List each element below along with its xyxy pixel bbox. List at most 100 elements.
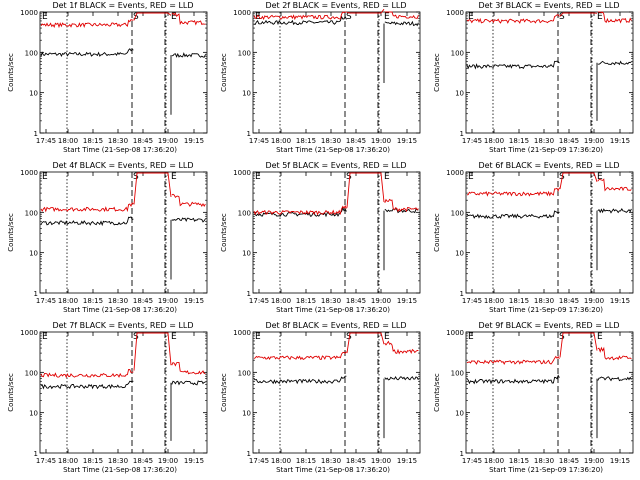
x-tick-label: 18:00 <box>271 457 291 465</box>
y-tick-label: 1 <box>247 450 251 458</box>
y-tick-label: 10 <box>29 410 38 418</box>
series-line <box>171 12 206 26</box>
edge-marker-label: E <box>42 172 48 182</box>
series-spike <box>133 12 172 21</box>
plot-frame <box>39 11 208 134</box>
x-tick-label: 18:45 <box>133 457 153 465</box>
series-spike <box>346 8 385 14</box>
y-tick-label: 1 <box>460 130 464 138</box>
y-tick-label: 1 <box>460 450 464 458</box>
x-tick-label: 18:30 <box>108 297 128 305</box>
x-tick-label: 18:00 <box>484 137 504 145</box>
series-spike <box>133 172 172 205</box>
end-marker-label: E <box>384 172 390 182</box>
y-tick-label: 100 <box>451 369 464 377</box>
y-tick-label: 1000 <box>233 9 251 17</box>
x-tick-label: 17:45 <box>249 297 269 305</box>
start-marker-label: S <box>559 332 565 342</box>
x-tick-label: 18:00 <box>58 137 78 145</box>
y-axis-label: Counts/sec <box>7 373 15 412</box>
chart-panel: Det 5f BLACK = Events, RED = LLD 1 10 100 10… <box>220 161 421 314</box>
chart-panel: Det 4f BLACK = Events, RED = LLD 1 10 100 10… <box>7 161 208 314</box>
x-tick-label: 19:00 <box>584 457 604 465</box>
series-line <box>466 187 560 197</box>
x-tick-label: 18:15 <box>83 137 103 145</box>
x-tick-label: 19:15 <box>610 137 630 145</box>
y-tick-label: 1 <box>247 290 251 298</box>
x-axis-label: Start Time (21-Sep-08 17:36:20) <box>63 306 177 314</box>
y-tick-label: 100 <box>238 49 251 57</box>
chart-title: Det 3f BLACK = Events, RED = LLD <box>478 1 619 10</box>
x-tick-label: 19:00 <box>371 297 391 305</box>
x-tick-label: 19:15 <box>397 457 417 465</box>
x-tick-label: 18:45 <box>559 137 579 145</box>
x-tick-label: 17:45 <box>36 297 56 305</box>
x-tick-label: 18:15 <box>509 297 529 305</box>
chart-title: Det 1f BLACK = Events, RED = LLD <box>52 1 193 10</box>
x-tick-label: 19:15 <box>610 297 630 305</box>
y-tick-label: 10 <box>242 90 251 98</box>
series-spike <box>346 332 385 354</box>
plot-frame <box>252 331 421 454</box>
y-axis-label: Counts/sec <box>7 53 15 92</box>
y-tick-label: 100 <box>238 209 251 217</box>
series-line <box>171 217 206 223</box>
x-tick-label: 19:00 <box>371 457 391 465</box>
x-tick-label: 19:15 <box>610 457 630 465</box>
x-tick-label: 17:45 <box>462 137 482 145</box>
x-axis-label: Start Time (21-Sep-09 17:36:20) <box>489 466 603 474</box>
x-tick-label: 18:00 <box>484 297 504 305</box>
series-line <box>384 20 419 27</box>
chart-title: Det 6f BLACK = Events, RED = LLD <box>478 161 619 170</box>
y-tick-label: 10 <box>455 410 464 418</box>
y-tick-label: 10 <box>29 250 38 258</box>
plot-frame <box>39 171 208 294</box>
x-tick-label: 18:15 <box>296 297 316 305</box>
edge-marker-label: E <box>468 332 474 342</box>
series-line <box>384 340 419 355</box>
x-tick-label: 18:00 <box>58 457 78 465</box>
start-marker-label: S <box>559 12 565 22</box>
x-tick-label: 18:30 <box>321 297 341 305</box>
series-line <box>597 208 632 214</box>
y-tick-label: 10 <box>455 90 464 98</box>
y-axis-label: Counts/sec <box>433 373 441 412</box>
chart-panel: Det 9f BLACK = Events, RED = LLD 1 10 100 10… <box>433 321 634 474</box>
chart-panel: Det 8f BLACK = Events, RED = LLD 1 10 100 10… <box>220 321 421 474</box>
start-marker-label: S <box>133 332 139 342</box>
chart-title: Det 5f BLACK = Events, RED = LLD <box>265 161 406 170</box>
plot-frame <box>39 331 208 454</box>
series-line <box>40 380 134 390</box>
plot-frame <box>252 11 421 134</box>
x-tick-label: 19:00 <box>584 297 604 305</box>
end-marker-label: E <box>597 12 603 22</box>
x-tick-label: 19:00 <box>158 297 178 305</box>
series-spike <box>559 12 598 17</box>
y-tick-label: 100 <box>238 369 251 377</box>
series-line <box>171 52 206 58</box>
edge-marker-label: E <box>42 12 48 22</box>
plot-frame <box>465 11 634 134</box>
x-tick-label: 19:15 <box>184 457 204 465</box>
x-tick-label: 18:45 <box>346 297 366 305</box>
y-tick-label: 10 <box>29 90 38 98</box>
y-tick-label: 1000 <box>446 9 464 17</box>
x-tick-label: 18:30 <box>108 137 128 145</box>
x-tick-label: 18:00 <box>271 297 291 305</box>
y-tick-label: 100 <box>25 209 38 217</box>
y-axis-label: Counts/sec <box>7 213 15 252</box>
x-axis-label: Start Time (21-Sep-09 17:36:20) <box>489 306 603 314</box>
y-tick-label: 1 <box>247 130 251 138</box>
series-line <box>40 48 134 58</box>
x-tick-label: 18:30 <box>534 297 554 305</box>
series-line <box>597 346 632 361</box>
x-axis-label: Start Time (21-Sep-09 17:36:20) <box>489 146 603 154</box>
end-marker-label: E <box>171 172 177 182</box>
series-line <box>384 11 419 19</box>
y-tick-label: 1000 <box>446 169 464 177</box>
series-spike <box>346 172 385 208</box>
x-tick-label: 18:00 <box>58 297 78 305</box>
y-axis-label: Counts/sec <box>220 53 228 92</box>
end-marker-label: E <box>384 332 390 342</box>
y-tick-label: 1000 <box>20 9 38 17</box>
